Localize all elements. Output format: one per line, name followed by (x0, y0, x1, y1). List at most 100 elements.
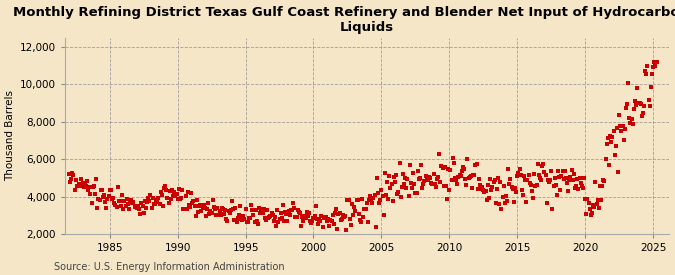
Point (230, 206, 241, 210)
Point (329, 222, 340, 226)
Point (468, 173, 479, 177)
Point (199, 206, 210, 210)
Point (284, 209, 294, 213)
Point (463, 176, 474, 180)
Point (157, 203, 168, 208)
Point (231, 220, 242, 224)
Point (126, 198, 136, 203)
Point (99, 193, 109, 197)
Point (78, 185, 89, 189)
Point (489, 178, 500, 183)
Point (145, 193, 156, 197)
Point (545, 178, 556, 182)
Point (262, 208, 273, 212)
Point (435, 180, 446, 184)
Point (505, 177, 516, 182)
Point (259, 216, 270, 220)
Point (357, 196, 368, 201)
Point (483, 183, 493, 187)
Point (67, 170, 78, 175)
Point (408, 171, 418, 176)
Point (585, 207, 595, 211)
Point (588, 203, 599, 207)
Point (471, 162, 482, 166)
Point (434, 152, 445, 156)
Point (187, 201, 198, 205)
Point (124, 207, 134, 211)
Point (84, 185, 95, 189)
Point (396, 185, 407, 189)
Point (326, 218, 337, 223)
Point (396, 195, 406, 199)
Point (302, 214, 313, 218)
Point (600, 157, 611, 161)
Point (122, 197, 132, 201)
Point (460, 177, 470, 181)
Point (331, 207, 342, 211)
Point (582, 197, 593, 201)
Point (647, 72, 657, 76)
Point (418, 182, 429, 187)
Point (109, 200, 119, 205)
Point (273, 220, 284, 224)
Point (343, 198, 354, 202)
Point (222, 219, 233, 224)
Point (523, 173, 534, 177)
Point (244, 216, 254, 220)
Point (87, 184, 98, 189)
Point (76, 177, 87, 182)
Point (185, 205, 196, 210)
Point (639, 103, 649, 108)
Point (152, 198, 163, 202)
Point (217, 206, 227, 210)
Point (628, 107, 639, 112)
Point (177, 188, 188, 192)
Point (551, 192, 562, 197)
Point (428, 172, 439, 176)
Point (642, 64, 653, 68)
Point (581, 212, 592, 217)
Point (514, 167, 525, 171)
Point (94, 198, 105, 202)
Point (469, 173, 480, 177)
Point (212, 206, 223, 210)
Point (623, 81, 634, 86)
Point (307, 218, 318, 223)
Point (537, 164, 547, 168)
Point (361, 201, 372, 205)
Point (616, 129, 627, 134)
Point (612, 125, 622, 130)
Point (234, 204, 245, 208)
Point (381, 180, 392, 185)
Point (192, 210, 203, 214)
Point (310, 204, 321, 208)
Point (72, 184, 82, 189)
Point (266, 211, 277, 216)
Point (66, 177, 77, 181)
Point (399, 182, 410, 186)
Point (128, 199, 139, 204)
Point (441, 183, 452, 188)
Point (436, 164, 447, 169)
Point (334, 211, 345, 215)
Point (510, 186, 520, 190)
Point (398, 171, 408, 176)
Point (316, 214, 327, 218)
Point (394, 161, 405, 165)
Point (431, 185, 441, 189)
Point (213, 213, 224, 217)
Point (513, 170, 524, 175)
Point (313, 222, 323, 226)
Point (125, 200, 136, 205)
Point (443, 166, 454, 171)
Point (272, 208, 283, 212)
Point (110, 203, 121, 207)
Point (130, 204, 141, 208)
Point (403, 194, 414, 198)
Point (488, 180, 499, 184)
Point (455, 174, 466, 178)
Point (466, 174, 477, 178)
Point (630, 103, 641, 107)
Point (108, 196, 119, 200)
Point (486, 188, 497, 192)
